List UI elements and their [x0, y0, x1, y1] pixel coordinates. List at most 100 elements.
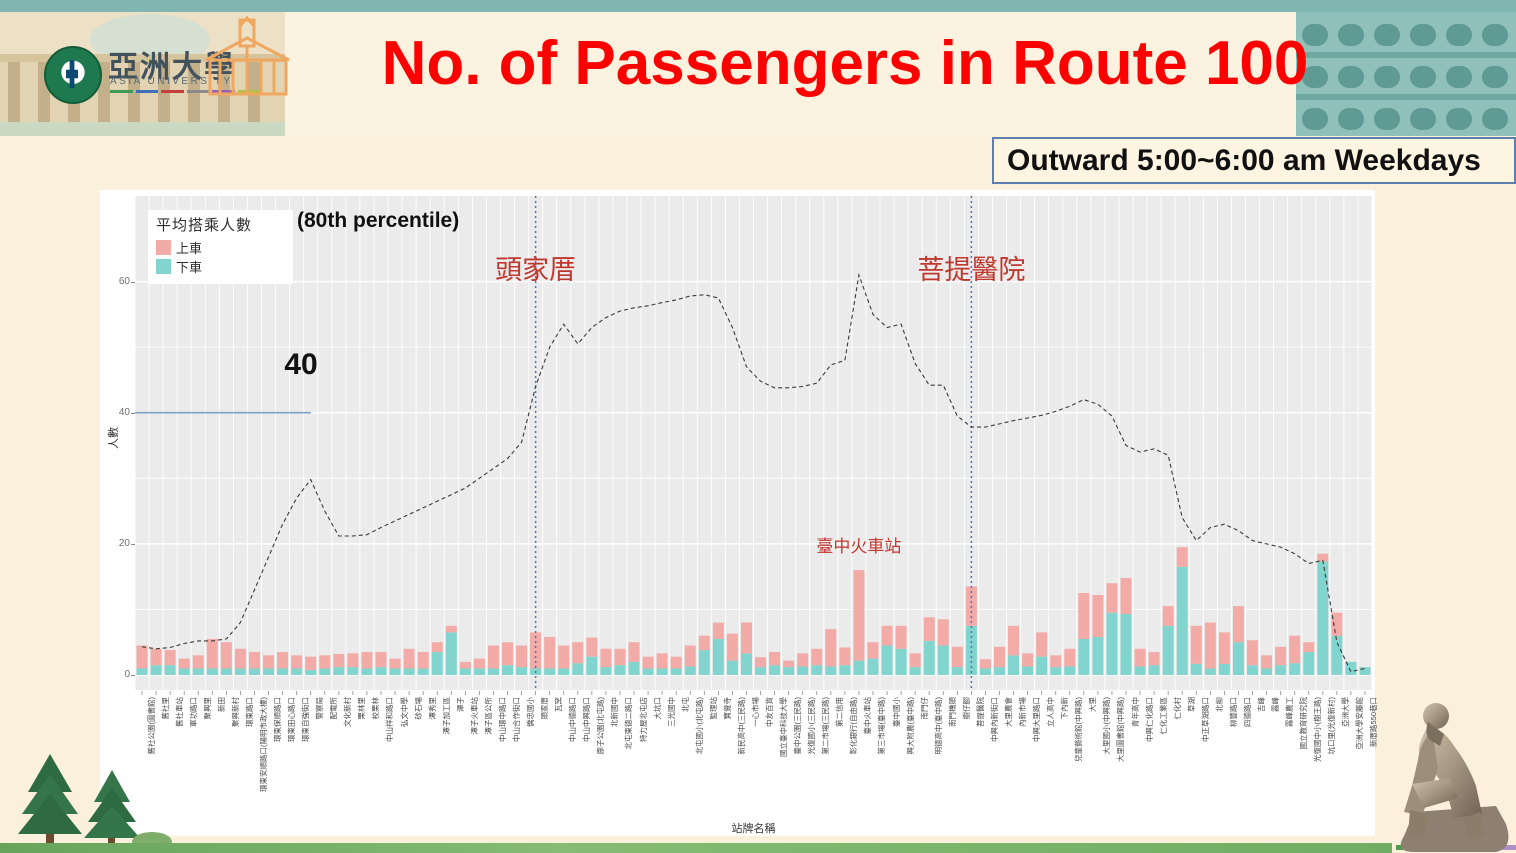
x-axis-label: 環東保順路口	[273, 697, 283, 742]
x-axis-label: 中興仁化路口	[1144, 697, 1154, 742]
page-title: No. of Passengers in Route 100	[381, 29, 1309, 98]
bar-alight	[881, 645, 893, 675]
x-axis-label: 北屯	[680, 697, 690, 712]
x-axis-label: 大里國小(中興路)	[1102, 697, 1112, 755]
bar-alight	[1218, 663, 1230, 675]
x-axis-label: 頭家厝	[540, 697, 550, 720]
bar-alight	[333, 667, 345, 675]
bar-board	[1289, 635, 1301, 664]
bar-alight	[487, 668, 499, 675]
bar-alight	[1078, 638, 1090, 675]
x-axis-label: 廍子公園(北屯路)	[596, 697, 606, 755]
y-axis-tick-label: 40	[118, 406, 130, 418]
bar-board	[923, 617, 935, 641]
bar-board	[1190, 625, 1202, 664]
bar-alight	[937, 645, 949, 675]
x-axis-label: 亞洲大學安藤館	[1355, 697, 1365, 750]
bar-board	[291, 655, 303, 669]
bar-board	[150, 648, 162, 666]
bar-alight	[403, 668, 415, 675]
bar-alight	[600, 667, 612, 675]
bar-board	[375, 652, 387, 668]
bar-alight	[277, 668, 289, 675]
bar-alight	[684, 666, 696, 675]
x-axis-label: 僑忠國小	[526, 697, 536, 727]
bar-board	[769, 652, 781, 666]
x-axis-label: 下內新	[1060, 697, 1070, 720]
percentile-line	[141, 272, 1366, 673]
bar-alight	[431, 652, 443, 675]
x-axis-label: 臺中公園(三民路)	[793, 697, 803, 755]
x-axis-label: 環東路口	[244, 697, 254, 727]
x-axis-label: 中山環中路口	[497, 697, 507, 742]
logo-latin-text: ASIA UNIVERSITY	[110, 76, 233, 87]
bar-alight	[1134, 666, 1146, 675]
bar-board	[1303, 642, 1315, 653]
bar-alight	[1331, 635, 1343, 675]
bar-alight	[1275, 665, 1287, 675]
bar-alight	[1303, 652, 1315, 675]
bar-board	[839, 647, 851, 666]
bar-board	[333, 654, 345, 668]
bar-alight	[1050, 667, 1062, 675]
x-axis-labels: 舊社公園(圖書館) 舊社里 舊社車站 軍功路口 聚興里 新田 聚興新村 環東路口 環東安順路口(…	[135, 697, 1379, 817]
bar-board	[1106, 583, 1118, 613]
bar-board	[558, 645, 570, 669]
bar-board	[600, 648, 612, 668]
x-axis-label: 柳豐路口	[1228, 697, 1238, 727]
x-axis-label: 南門仔	[919, 697, 929, 720]
x-axis-label: 國立教育研究院	[1299, 697, 1309, 750]
bar-alight	[1204, 668, 1216, 675]
bar-board	[909, 653, 921, 668]
bar-alight	[839, 665, 851, 675]
bar-board	[979, 659, 991, 669]
x-axis-label: 栗林里	[357, 697, 367, 720]
bar-board	[1036, 632, 1048, 657]
x-axis-label: 大坑口	[652, 697, 662, 720]
bar-alight	[1120, 614, 1132, 675]
bar-board	[1050, 655, 1062, 668]
bar-alight	[502, 665, 514, 675]
bar-board	[825, 629, 837, 667]
bar-alight	[1162, 625, 1174, 675]
x-axis-label: 光復國小(三民路)	[807, 697, 817, 755]
bar-board	[951, 646, 963, 668]
x-axis-label: 舊社里	[160, 697, 170, 720]
bar-board	[1162, 606, 1174, 626]
x-axis-label: 弘文中學	[399, 697, 409, 727]
x-axis-label: 聚興里	[202, 697, 212, 720]
bar-alight	[811, 665, 823, 675]
x-axis-label: 霧峰	[1271, 697, 1281, 712]
bar-board	[642, 656, 654, 669]
x-axis-label: 舊社車站	[174, 697, 184, 727]
x-axis-label: 特力屋北屯店	[638, 697, 648, 742]
bar-board	[544, 636, 556, 669]
bar-board	[1008, 625, 1020, 656]
x-axis-label: 一心市場	[750, 697, 760, 727]
x-axis-label: 三光國中	[666, 697, 676, 727]
bar-board	[1148, 652, 1160, 666]
x-axis-label: 亞洲大學	[1341, 697, 1351, 727]
bar-alight	[614, 665, 626, 675]
bar-board	[1176, 547, 1188, 567]
x-axis-label: 軍功路口	[188, 697, 198, 727]
bar-board	[516, 645, 528, 668]
bar-board	[881, 625, 893, 646]
bar-alight	[993, 667, 1005, 675]
x-axis-label: 第二市場(三民路)	[821, 697, 831, 755]
bar-alight	[923, 640, 935, 675]
bar-alight	[1148, 665, 1160, 675]
bar-board	[853, 570, 865, 661]
y-axis-tick-label: 20	[118, 537, 130, 549]
bar-board	[740, 622, 752, 654]
bar-alight	[319, 668, 331, 675]
x-axis-label: 第三市場(臺中路)	[877, 697, 887, 755]
bar-board	[1275, 646, 1287, 666]
x-axis-label: 草湖	[1186, 697, 1196, 712]
bar-board	[417, 652, 429, 669]
bar-alight	[459, 668, 471, 675]
bar-board	[431, 642, 443, 653]
pine-trees-icon	[12, 752, 172, 852]
bar-alight	[192, 668, 204, 675]
x-axis-label: 新民高中(三民路)	[736, 697, 746, 755]
